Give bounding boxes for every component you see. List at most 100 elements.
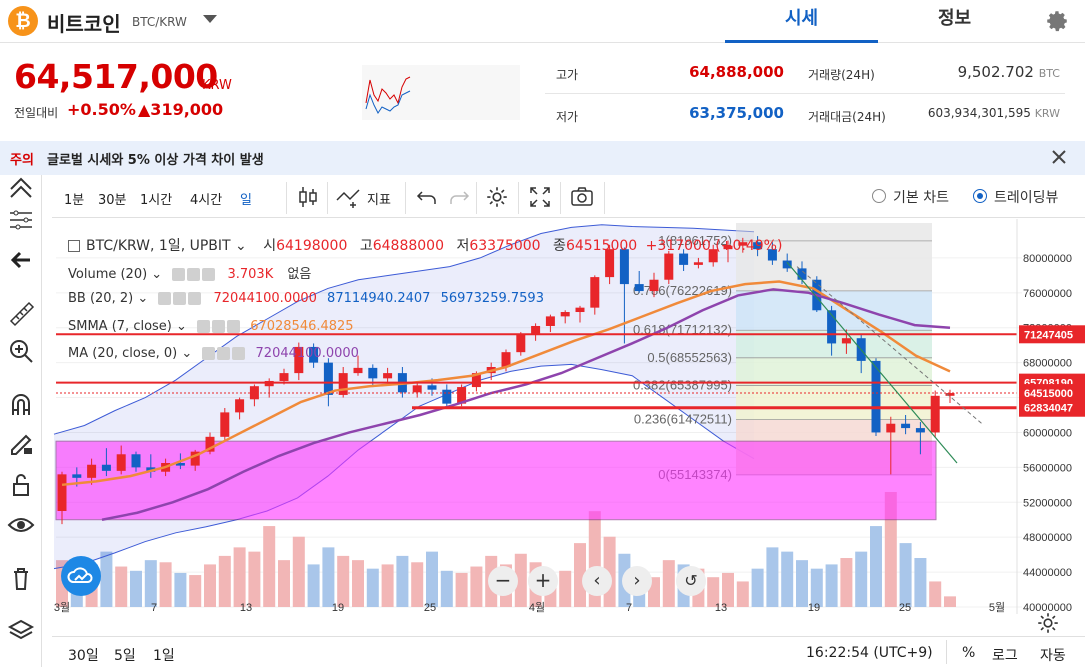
gear-icon[interactable] <box>1044 8 1070 34</box>
legend-chevron[interactable]: ⌄ <box>133 291 153 306</box>
cloud-save-button[interactable] <box>61 556 101 596</box>
time-axis[interactable]: 3월 7 13 19 25 4월 7 13 19 25 5월 <box>54 601 1005 614</box>
price-chart[interactable]: 1(81961752)0.786(76222619)0.618(71712132… <box>52 219 1085 614</box>
crosshair-icon[interactable] <box>6 175 36 205</box>
undo-icon[interactable] <box>414 184 440 210</box>
candle-body <box>767 249 777 261</box>
legend-smma-row[interactable]: SMMA (7, close) ⌄ 67028546.4825 <box>68 319 354 334</box>
price-axis[interactable]: 8000000076000000720000006800000064000000… <box>1016 219 1085 614</box>
legend-smma-name[interactable]: SMMA (7, close) <box>68 319 172 334</box>
log-toggle[interactable]: 로그 <box>992 648 1018 664</box>
chart-settings-icon[interactable] <box>484 184 510 210</box>
legend-bb-controls[interactable] <box>158 291 203 306</box>
time-axis-label: 4월 <box>529 601 545 614</box>
legend-volume-controls[interactable] <box>172 267 217 282</box>
legend-chevron[interactable]: ⌄ <box>177 346 197 361</box>
tab-info[interactable]: 정보 <box>937 8 972 29</box>
change-amount: ▲319,000 <box>138 100 224 119</box>
low-label: 저가 <box>556 110 579 124</box>
interval-30min[interactable]: 30분 <box>98 193 127 208</box>
cloud-icon <box>67 567 93 583</box>
scroll-right-button[interactable]: › <box>622 566 652 596</box>
radio-basic-chart-label[interactable]: 기본 차트 <box>893 190 949 206</box>
legend-smma-value: 67028546.4825 <box>250 319 354 334</box>
candle-body <box>827 310 837 344</box>
legend-bb-row[interactable]: BB (20, 2) ⌄ 72044100.0000 87114940.2407… <box>68 291 544 306</box>
percent-toggle[interactable]: % <box>962 645 976 661</box>
interval-1min[interactable]: 1분 <box>64 193 85 208</box>
camera-icon[interactable] <box>569 184 595 210</box>
legend-chevron[interactable]: ⌄ <box>147 267 167 282</box>
ruler-icon[interactable] <box>6 298 36 328</box>
scroll-left-button[interactable]: ‹ <box>582 566 612 596</box>
divider <box>946 640 947 664</box>
interval-day[interactable]: 일 <box>240 193 252 208</box>
legend-symbol[interactable]: BTC/KRW, 1일, UPBIT <box>86 238 231 254</box>
chevron-down-icon[interactable] <box>203 15 217 23</box>
clock[interactable]: 16:22:54 (UTC+9) <box>806 645 933 661</box>
indicator-icon[interactable] <box>335 184 361 210</box>
legend-close-label: 종 <box>553 238 566 254</box>
volume-bar <box>159 562 172 607</box>
reset-view-button[interactable]: ↺ <box>676 566 706 596</box>
price-tag-bg <box>1019 398 1085 417</box>
legend-low-label: 저 <box>456 238 470 254</box>
price-axis-label: 44000000 <box>1023 567 1072 579</box>
bitcoin-logo-icon: ₿ <box>8 6 38 36</box>
legend-bb-up: 87114940.2407 <box>327 291 431 306</box>
candlestick-icon[interactable] <box>295 184 321 210</box>
volume-bar <box>944 596 956 607</box>
volume-bar <box>144 560 157 607</box>
time-axis-label: 25 <box>424 602 436 614</box>
price-unit: KRW <box>202 78 232 93</box>
high-value: 64,888,000 <box>689 63 784 81</box>
layers-icon[interactable] <box>6 615 36 645</box>
indicator-button[interactable]: 지표 <box>367 193 391 208</box>
eye-icon[interactable] <box>6 510 36 540</box>
time-axis-label: 13 <box>240 602 252 614</box>
volume-bar <box>263 526 276 607</box>
legend-chevron[interactable]: ⌄ <box>230 238 252 254</box>
range-1d[interactable]: 1일 <box>153 648 175 664</box>
legend-ma-name[interactable]: MA (20, close, 0) <box>68 346 178 361</box>
radio-tradingview-label[interactable]: 트레이딩뷰 <box>994 190 1059 206</box>
zoom-in-icon[interactable] <box>6 336 36 366</box>
radio-tradingview[interactable] <box>973 189 987 203</box>
interval-4h[interactable]: 4시간 <box>190 193 223 208</box>
legend-volume-name[interactable]: Volume (20) <box>68 267 148 282</box>
lock-icon[interactable] <box>6 470 36 500</box>
close-icon[interactable] <box>1050 148 1068 166</box>
legend-ma-controls[interactable] <box>202 346 247 361</box>
legend-smma-controls[interactable] <box>197 319 242 334</box>
coin-name[interactable]: 비트코인 <box>47 12 121 36</box>
candle-body <box>575 307 585 313</box>
legend-bb-name[interactable]: BB (20, 2) <box>68 291 134 306</box>
trend-line-icon[interactable] <box>6 205 36 235</box>
tab-price[interactable]: 시세 <box>725 0 878 43</box>
trash-icon[interactable] <box>6 563 36 593</box>
auto-toggle[interactable]: 자동 <box>1040 648 1066 664</box>
interval-1h[interactable]: 1시간 <box>140 193 173 208</box>
candle-body <box>753 242 763 250</box>
fib-label-l5: 0.5(68552563) <box>647 350 732 365</box>
legend-ma-row[interactable]: MA (20, close, 0) ⌄ 72044100.0000 <box>68 346 359 361</box>
radio-basic-chart[interactable] <box>872 189 886 203</box>
candle-body <box>101 464 111 471</box>
magnet-icon[interactable] <box>6 390 36 420</box>
coin-pair[interactable]: BTC/KRW <box>132 15 187 29</box>
zoom-in-button[interactable]: + <box>528 566 558 596</box>
range-30d[interactable]: 30일 <box>68 648 99 664</box>
legend-volume-row[interactable]: Volume (20) ⌄ 3.703K 없음 <box>68 263 311 282</box>
arrow-left-icon[interactable] <box>6 245 36 275</box>
collapse-icon[interactable] <box>68 240 80 252</box>
axis-settings-icon[interactable] <box>1035 610 1061 636</box>
legend-chevron[interactable]: ⌄ <box>171 319 192 334</box>
volume-24h-number: 9,502.702 <box>957 63 1034 81</box>
drawing-toolbar <box>0 175 42 667</box>
fullscreen-icon[interactable] <box>527 184 553 210</box>
range-5d[interactable]: 5일 <box>114 648 136 664</box>
redo-icon[interactable] <box>446 184 472 210</box>
pencil-lock-icon[interactable] <box>6 428 36 458</box>
zoom-out-button[interactable]: − <box>488 566 518 596</box>
amount-24h-value: 603,934,301,595 KRW <box>900 106 1060 120</box>
